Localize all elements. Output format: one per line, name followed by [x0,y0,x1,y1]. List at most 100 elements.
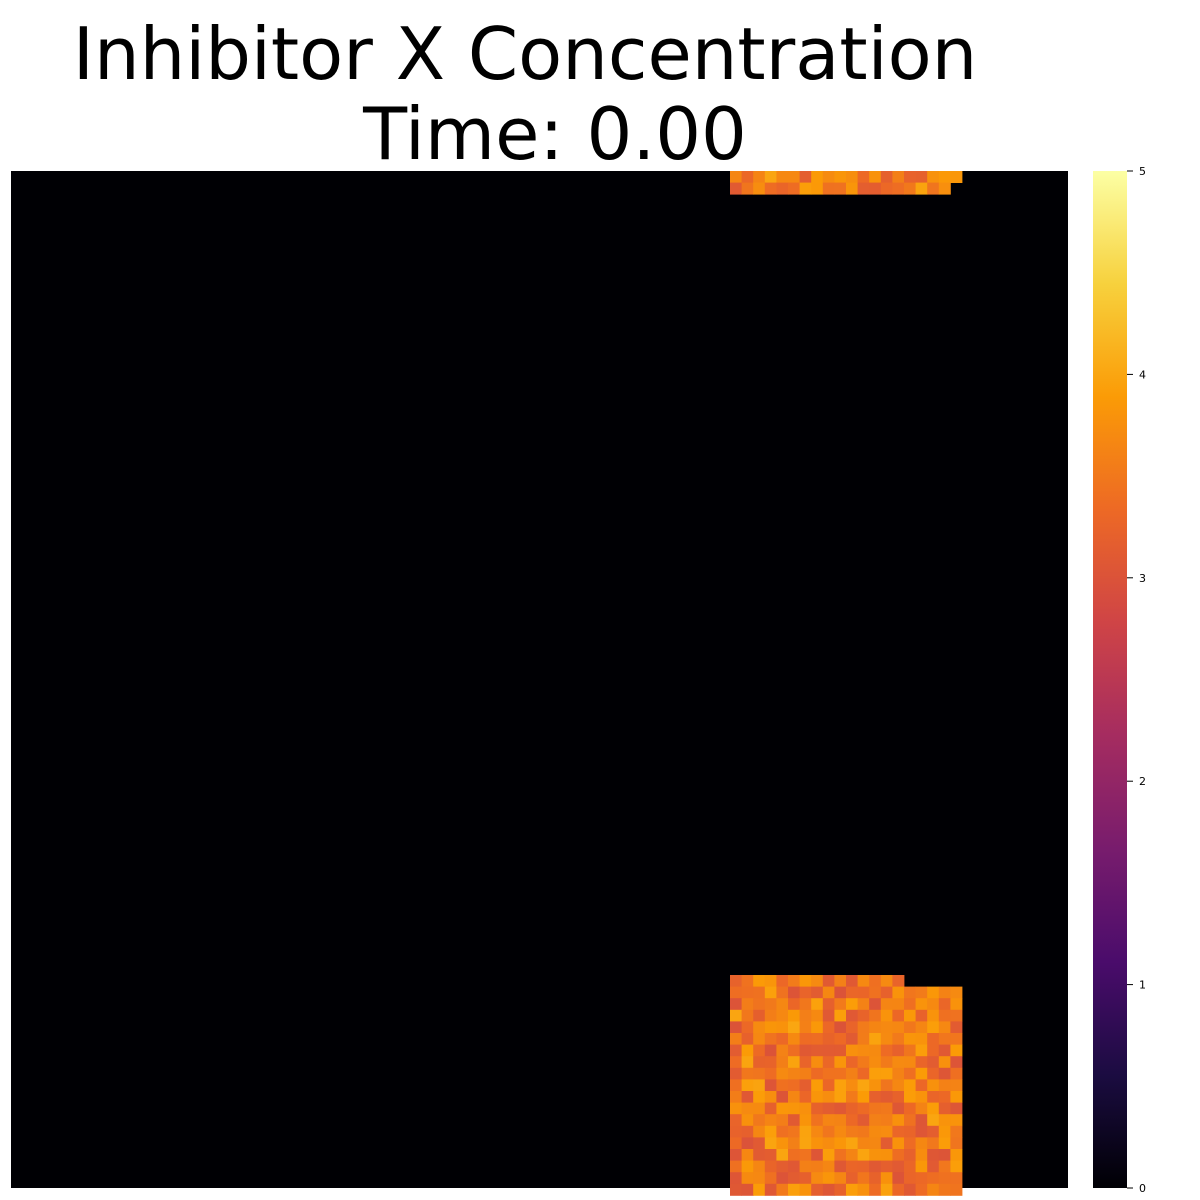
heatmap-cell [788,975,800,987]
heatmap-cell [741,1067,754,1080]
heatmap-cell [915,1044,928,1057]
heatmap-cell [730,1149,742,1161]
heatmap-cell [857,1056,870,1069]
heatmap-cell [869,1091,882,1103]
heatmap-cell [753,1149,766,1161]
heatmap-cell [869,1160,882,1173]
heatmap-cell [904,1091,916,1103]
heatmap-cell [811,1125,824,1138]
colorbar [1093,171,1127,1188]
heatmap-cell [950,1009,963,1022]
heatmap-cell [730,1114,742,1127]
heatmap-cell [834,171,847,183]
heatmap-cell [880,1056,893,1069]
heatmap-cell [846,986,858,999]
heatmap-cell [927,1009,940,1022]
heatmap-cell [915,1021,928,1034]
heatmap-cell [857,1067,870,1080]
heatmap-cell [764,1102,777,1115]
heatmap-cell [730,182,742,195]
heatmap-cell [915,1114,928,1127]
heatmap-cell [788,1149,800,1161]
heatmap-cell [776,171,789,183]
heatmap-cell [753,1172,766,1185]
heatmap-cell [915,986,928,999]
heatmap-cell [834,1056,847,1069]
heatmap-cell [950,1172,963,1185]
heatmap-cell [904,1149,916,1161]
colorbar-tick-label: 3 [1139,572,1146,585]
heatmap-cell [869,1079,882,1092]
heatmap-cell [753,1183,766,1196]
heatmap-cell [741,975,754,987]
heatmap-cell [753,171,766,183]
heatmap-cell [846,1091,858,1103]
heatmap-cell [753,1021,766,1034]
heatmap-cell [880,1033,893,1045]
heatmap-cell [822,1125,835,1138]
colorbar-tick-label: 0 [1139,1182,1146,1195]
heatmap-cell [811,1021,824,1034]
heatmap-cell [904,1183,916,1196]
heatmap-cell [869,1183,882,1196]
heatmap-cell [892,1114,905,1127]
heatmap-cell [927,1149,940,1161]
heatmap-cell [730,986,742,999]
heatmap-cell [915,1091,928,1103]
heatmap-cell [927,182,940,195]
heatmap-cell [869,975,882,987]
heatmap-cell [834,1172,847,1185]
heatmap-cell [880,1183,893,1196]
heatmap-cell [730,998,742,1011]
heatmap-cell [938,1149,951,1161]
heatmap-cell [915,1102,928,1115]
heatmap-cell [788,1056,800,1069]
heatmap-cell [788,1067,800,1080]
heatmap-cell [892,1079,905,1092]
heatmap-cell [938,998,951,1011]
heatmap-cell [846,1067,858,1080]
heatmap-cell [764,1009,777,1022]
heatmap-cell [950,986,963,999]
heatmap-cell [846,1114,858,1127]
heatmap-cell [857,1044,870,1057]
heatmap-cell [880,1114,893,1127]
heatmap-cell [857,1125,870,1138]
heatmap-cell [834,1033,847,1045]
heatmap-cell [822,1160,835,1173]
heatmap-cell [799,1172,812,1185]
heatmap-cell [834,1044,847,1057]
heatmap-cell [938,1009,951,1022]
heatmap-cell [741,1009,754,1022]
heatmap-cell [904,1067,916,1080]
heatmap-cell [915,1137,928,1150]
heatmap-cell [950,998,963,1011]
heatmap-cell [788,1021,800,1034]
heatmap-cell [799,1067,812,1080]
heatmap-cell [846,182,858,195]
heatmap-cell [741,1102,754,1115]
heatmap-cell [880,1021,893,1034]
heatmap-cell [799,1044,812,1057]
heatmap-cell [776,1125,789,1138]
heatmap-cell [869,1021,882,1034]
heatmap-cell [822,171,835,183]
heatmap-cell [799,998,812,1011]
heatmap-cell [869,998,882,1011]
heatmap-cell [880,1079,893,1092]
heatmap-cell [834,1137,847,1150]
heatmap-cell [915,1172,928,1185]
heatmap-cell [892,1149,905,1161]
heatmap-cell [834,1183,847,1196]
heatmap-cell [950,1183,963,1196]
heatmap-cell [834,182,847,195]
heatmap-cell [880,1102,893,1115]
heatmap-cell [834,1091,847,1103]
heatmap-cell [938,171,951,183]
heatmap-cell [915,171,928,183]
chart-title: Inhibitor X Concentration [72,12,978,96]
heatmap-cell [904,182,916,195]
heatmap-cell [741,182,754,195]
heatmap-cell [822,182,835,195]
heatmap-cell [776,1102,789,1115]
